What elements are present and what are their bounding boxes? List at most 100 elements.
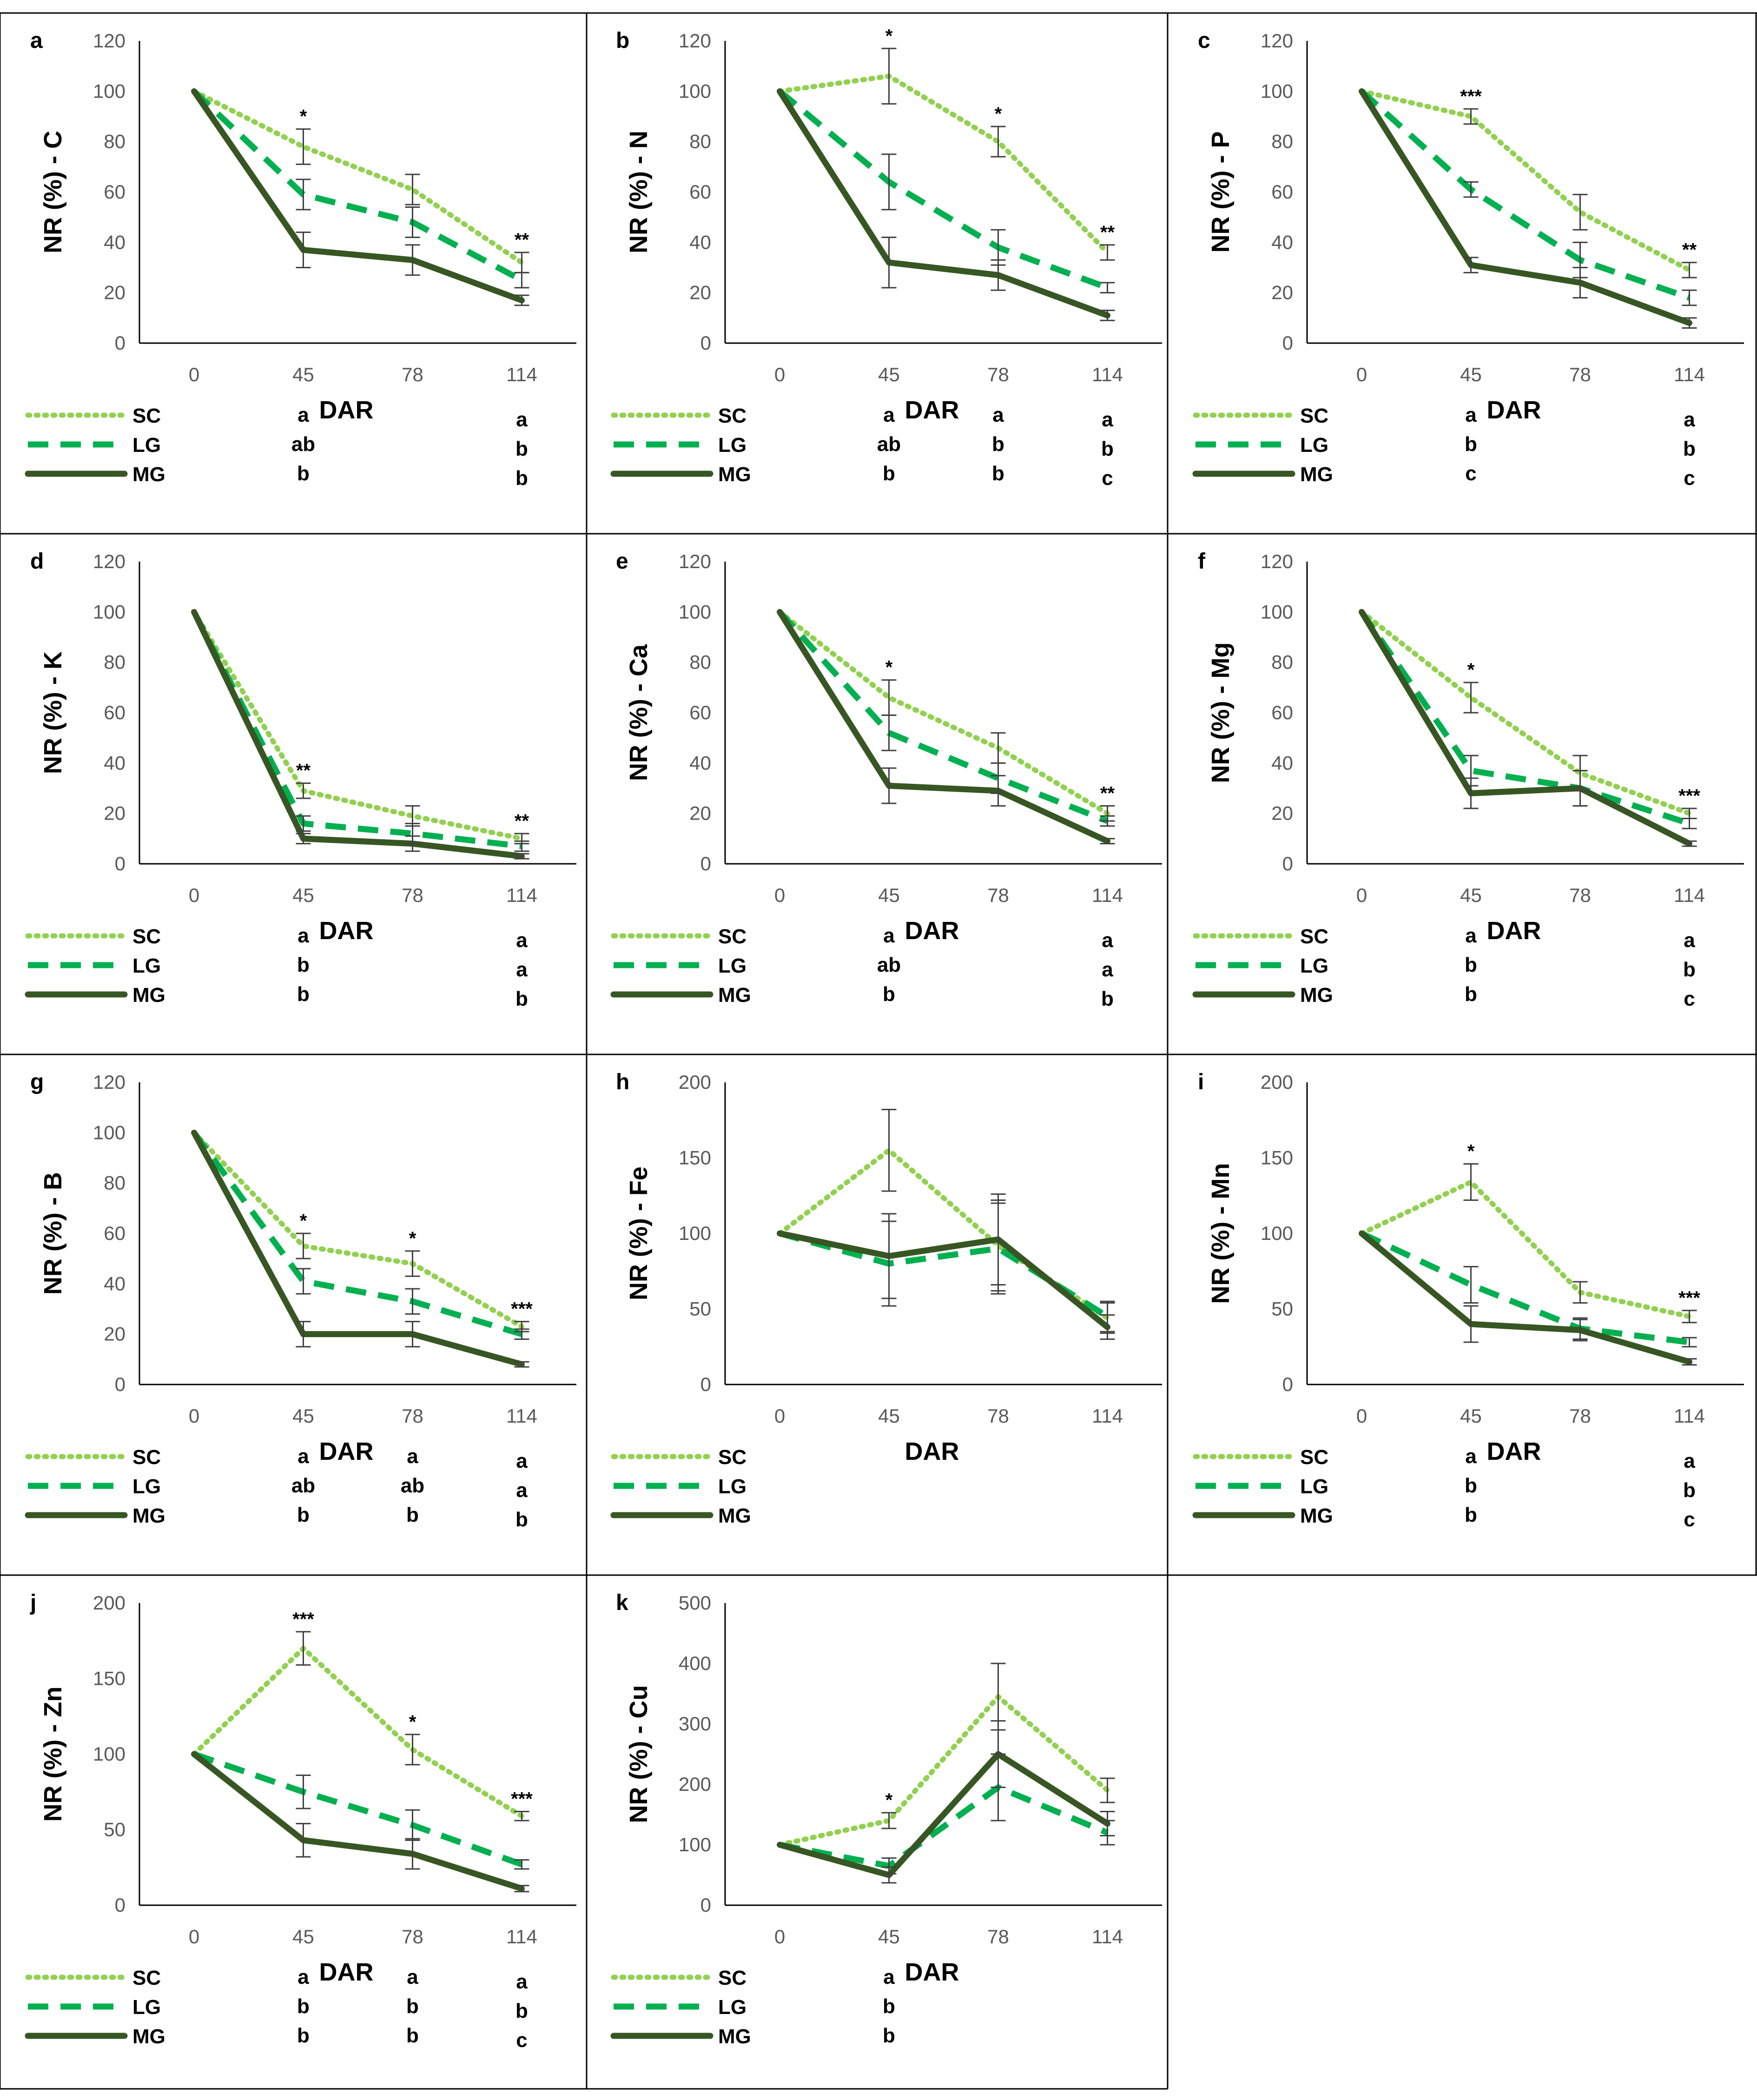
y-tick-label: 20 [104, 282, 126, 304]
y-tick-label: 40 [1271, 231, 1293, 253]
x-tick-label: 114 [1092, 1405, 1123, 1427]
y-axis-title: NR (%) - Cu [625, 1685, 653, 1823]
significance-letter: a [407, 1966, 418, 1988]
significance-letter: a [1102, 929, 1113, 952]
x-tick-label: 0 [774, 1926, 785, 1948]
significance-letter: b [515, 1508, 528, 1531]
significance-letter: b [1683, 1479, 1696, 1502]
x-tick-label: 45 [1460, 884, 1482, 906]
significance-marker: ** [515, 811, 529, 831]
y-tick-label: 60 [689, 181, 711, 203]
legend-label-mg: MG [132, 463, 165, 486]
x-tick-label: 45 [292, 1926, 314, 1948]
series-line-mg [777, 1230, 1110, 1330]
significance-letter: a [1684, 929, 1695, 952]
significance-marker: *** [292, 1609, 314, 1630]
significance-letter: b [406, 1504, 419, 1526]
series-line-sc [192, 609, 524, 841]
x-axis-title: DAR [1487, 396, 1541, 424]
x-tick-label: 78 [1569, 1405, 1591, 1427]
x-tick-label: 114 [506, 364, 537, 385]
x-tick-label: 78 [1569, 884, 1591, 906]
significance-letter: b [1465, 1504, 1477, 1526]
y-tick-label: 80 [104, 651, 126, 673]
significance-letter: a [297, 1445, 309, 1468]
legend-label-sc: SC [718, 925, 746, 948]
x-tick-label: 0 [774, 884, 785, 906]
legend-label-lg: LG [132, 1475, 161, 1498]
y-tick-label: 200 [1261, 1071, 1293, 1093]
significance-letter: b [1101, 987, 1114, 1010]
significance-marker: * [1467, 1141, 1475, 1162]
series-line-lg [193, 1751, 523, 1868]
y-tick-label: 100 [93, 1743, 126, 1765]
y-tick-label: 100 [679, 1222, 711, 1244]
legend-label-mg: MG [718, 984, 751, 1007]
y-axis-title: NR (%) - Mg [1207, 643, 1235, 783]
legend-label-mg: MG [1300, 1504, 1333, 1527]
y-tick-label: 20 [1271, 282, 1293, 304]
y-tick-label: 300 [679, 1713, 711, 1735]
significance-letter: b [406, 1995, 419, 2018]
significance-letter: b [1101, 437, 1114, 460]
legend-label-sc: SC [718, 404, 746, 427]
significance-marker: ** [296, 761, 311, 781]
y-tick-label: 120 [93, 1071, 126, 1093]
significance-letter: b [406, 2024, 419, 2047]
x-axis-title: DAR [905, 1958, 959, 1986]
x-tick-label: 114 [1092, 884, 1123, 906]
series-line-lg [1359, 610, 1691, 827]
x-tick-label: 114 [1092, 1926, 1123, 1948]
significance-letter: a [992, 404, 1004, 426]
significance-marker: *** [1678, 786, 1700, 806]
panel-d: d 0 20 40 60 80 100 120 NR (%) - K 0 45 78 114 DAR ** *… [25, 549, 576, 1010]
legend-label-mg: MG [718, 1504, 751, 1527]
y-tick-label: 0 [1282, 332, 1293, 354]
series-line-mg [1359, 609, 1692, 847]
y-tick-label: 200 [679, 1773, 711, 1795]
y-axis-title: NR (%) - C [39, 131, 67, 253]
x-tick-label: 114 [1674, 884, 1705, 906]
x-tick-label: 114 [1674, 364, 1705, 385]
y-tick-label: 20 [689, 802, 711, 824]
y-tick-label: 0 [1282, 853, 1293, 874]
series-line-sc [777, 1147, 1110, 1321]
significance-letter: a [883, 1966, 895, 1988]
y-tick-label: 20 [104, 1323, 126, 1345]
y-tick-label: 0 [115, 1373, 126, 1395]
significance-marker: * [885, 26, 893, 46]
panel-letter: g [30, 1070, 44, 1094]
significance-letter: a [297, 1966, 309, 1988]
legend-label-mg: MG [1300, 463, 1333, 486]
series-line-mg [191, 1751, 525, 1892]
panel-letter: f [1198, 549, 1206, 574]
y-tick-label: 150 [93, 1668, 126, 1689]
y-tick-label: 50 [1271, 1298, 1293, 1320]
series-line-lg [192, 89, 523, 283]
y-tick-label: 40 [104, 1272, 126, 1294]
panel-letter: k [616, 1590, 628, 1615]
y-tick-label: 40 [689, 752, 711, 774]
legend-label-sc: SC [132, 1967, 161, 1989]
y-tick-label: 120 [679, 30, 711, 52]
x-tick-label: 45 [878, 1405, 900, 1427]
significance-letter: a [516, 408, 528, 431]
panel-letter: h [616, 1070, 629, 1094]
significance-marker: * [300, 106, 307, 127]
x-axis-title: DAR [1487, 1438, 1541, 1465]
legend-label-mg: MG [718, 2025, 751, 2048]
significance-marker: *** [511, 1789, 533, 1809]
y-axis-title: NR (%) - Ca [625, 644, 653, 781]
significance-letter: b [1465, 954, 1477, 976]
x-tick-label: 45 [878, 364, 900, 385]
panel-k: k 0 100 200 300 400 500 NR (%) - Cu 0 45 78 114 DAR *… [610, 1590, 1162, 2048]
significance-letter: c [1684, 987, 1695, 1010]
legend-label-mg: MG [132, 2025, 165, 2048]
y-axis-title: NR (%) - B [39, 1172, 67, 1295]
legend-label-lg: LG [718, 1996, 746, 2019]
panel-letter: a [30, 28, 43, 53]
y-tick-label: 500 [679, 1592, 711, 1614]
x-tick-label: 114 [506, 1405, 537, 1427]
